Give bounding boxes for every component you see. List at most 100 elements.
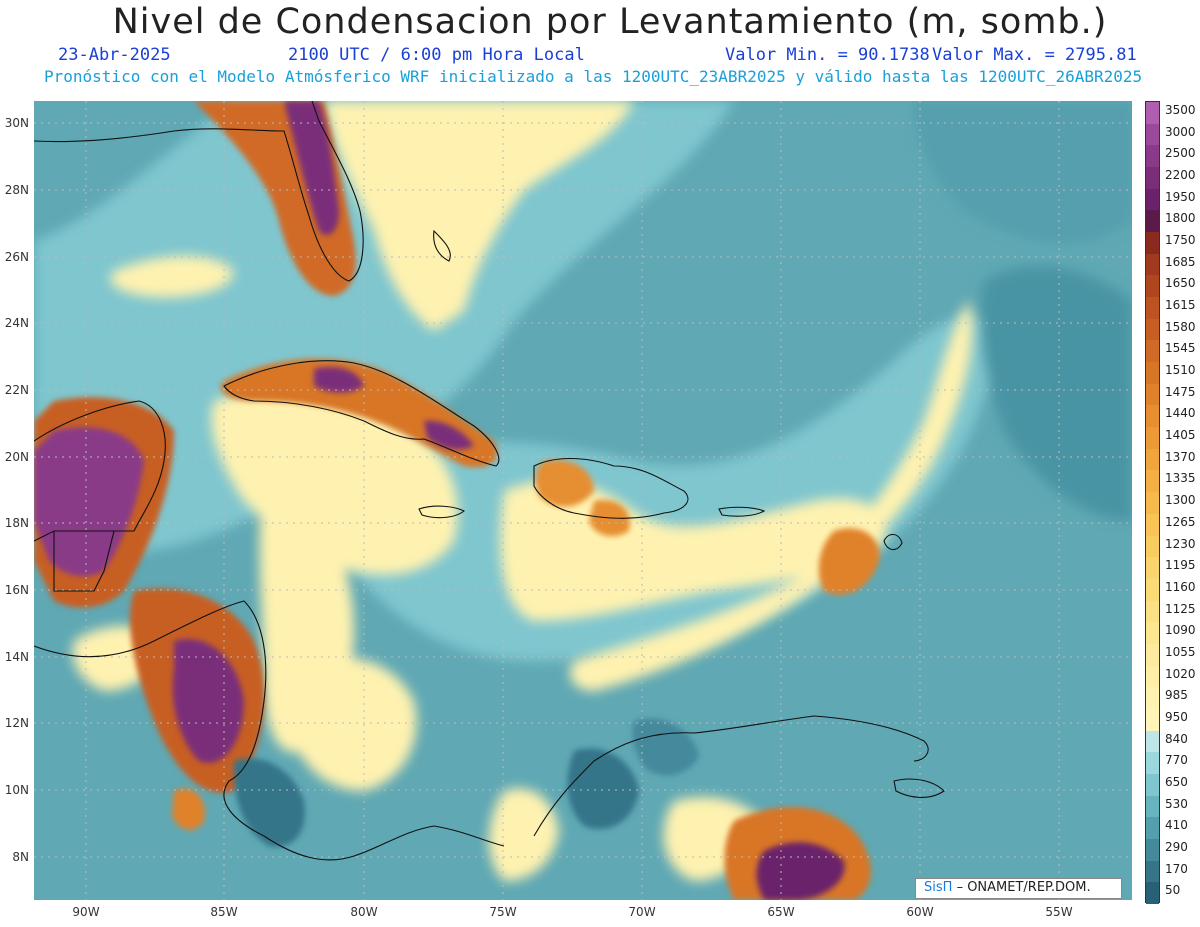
color-scale-label: 1370 xyxy=(1165,449,1196,464)
color-scale-label: 1650 xyxy=(1165,276,1196,291)
credit-org: – ONAMET/REP.DOM. xyxy=(956,880,1091,895)
lat-label-14n: 14N xyxy=(4,650,29,664)
color-scale-label: 2200 xyxy=(1165,168,1196,183)
belize-border xyxy=(53,530,115,592)
color-scale-segment xyxy=(1146,232,1159,255)
color-scale-label: 1405 xyxy=(1165,428,1196,443)
yellow-lcl-zone xyxy=(72,101,973,881)
color-scale-segment xyxy=(1146,210,1159,233)
color-scale-segment xyxy=(1146,838,1159,862)
color-scale-label: 1685 xyxy=(1165,254,1196,269)
lat-label-8n: 8N xyxy=(12,850,29,864)
lon-label-75w: 75W xyxy=(489,905,517,919)
color-scale-label: 1055 xyxy=(1165,644,1196,659)
color-scale-label: 1750 xyxy=(1165,233,1196,248)
color-scale-label: 2500 xyxy=(1165,146,1196,161)
lat-label-24n: 24N xyxy=(4,316,29,330)
color-scale-segment xyxy=(1146,795,1159,818)
color-scale-label: 1335 xyxy=(1165,471,1196,486)
color-scale-segment xyxy=(1146,817,1159,840)
color-scale-label: 3000 xyxy=(1165,124,1196,139)
color-scale-label: 1265 xyxy=(1165,514,1196,529)
color-scale-label: 840 xyxy=(1165,731,1188,746)
color-scale-segment xyxy=(1146,622,1159,645)
color-scale-label: 1020 xyxy=(1165,666,1196,681)
andros-coast xyxy=(433,229,451,262)
color-scale-segment xyxy=(1146,773,1159,797)
guadeloupe-coast xyxy=(883,533,903,551)
lat-label-22n: 22N xyxy=(4,383,29,397)
color-scale-segment xyxy=(1146,297,1159,320)
color-scale-segment xyxy=(1146,665,1159,688)
color-scale-label: 950 xyxy=(1165,709,1188,724)
jamaica-coast xyxy=(418,505,466,519)
trinidad-coast xyxy=(893,778,945,798)
color-scale-segment xyxy=(1146,600,1159,623)
puerto-rico-coast xyxy=(718,506,766,517)
color-scale-label: 1580 xyxy=(1165,319,1196,334)
color-scale-label: 1230 xyxy=(1165,536,1196,551)
color-scale-segment xyxy=(1146,383,1159,406)
lat-label-18n: 18N xyxy=(4,516,29,530)
south-america-coast xyxy=(533,715,929,837)
color-scale-label: 1160 xyxy=(1165,579,1196,594)
graticule xyxy=(34,101,1132,900)
color-scale-label: 985 xyxy=(1165,688,1188,703)
min-value: Valor Min. = 90.1738 xyxy=(725,45,930,65)
color-scale-label: 290 xyxy=(1165,839,1188,854)
lon-label-70w: 70W xyxy=(628,905,656,919)
color-scale-segment xyxy=(1146,405,1159,428)
lon-label-90w: 90W xyxy=(72,905,100,919)
color-scale-label: 1090 xyxy=(1165,623,1196,638)
coastlines xyxy=(34,101,945,861)
forecast-date: 23-Abr-2025 xyxy=(58,45,171,65)
color-scale-segment xyxy=(1146,167,1159,190)
color-scale-segment xyxy=(1146,470,1159,493)
color-scale-label: 3500 xyxy=(1165,103,1196,117)
lon-label-80w: 80W xyxy=(350,905,378,919)
florida-coast xyxy=(34,101,364,282)
lat-label-16n: 16N xyxy=(4,583,29,597)
color-scale xyxy=(1145,101,1160,905)
purple-lcl-zone xyxy=(34,101,845,900)
yucatan-coast xyxy=(34,400,166,542)
color-scale-segment xyxy=(1146,362,1159,385)
color-scale-label: 530 xyxy=(1165,796,1188,811)
color-scale-label: 650 xyxy=(1165,774,1188,789)
color-scale-label: 1950 xyxy=(1165,189,1196,204)
color-scale-label: 1510 xyxy=(1165,363,1196,378)
color-scale-segment xyxy=(1146,535,1159,558)
cuba-coast xyxy=(223,360,500,467)
color-scale-label: 50 xyxy=(1165,883,1181,898)
forecast-time: 2100 UTC / 6:00 pm Hora Local xyxy=(288,45,585,65)
color-scale-label: 1195 xyxy=(1165,558,1196,573)
color-scale-segment xyxy=(1146,102,1159,125)
hispaniola-coast xyxy=(533,457,689,519)
central-america-coast xyxy=(34,600,505,861)
color-scale-label: 1475 xyxy=(1165,384,1196,399)
color-scale-label: 1545 xyxy=(1165,341,1196,356)
color-scale-segment xyxy=(1146,730,1159,753)
lcl-field xyxy=(34,101,1132,900)
model-subtitle: Pronóstico con el Modelo Atmósferico WRF… xyxy=(44,67,1143,86)
sispi-logo: SisΠ xyxy=(924,880,953,895)
color-scale-segment xyxy=(1146,340,1159,363)
color-scale-segment xyxy=(1146,275,1159,298)
color-scale-segment xyxy=(1146,882,1159,905)
color-scale-segment xyxy=(1146,860,1159,883)
color-scale-segment xyxy=(1146,578,1159,602)
color-scale-label: 170 xyxy=(1165,861,1188,876)
lat-label-20n: 20N xyxy=(4,450,29,464)
color-scale-segment xyxy=(1146,687,1159,710)
color-scale-segment xyxy=(1146,123,1159,146)
color-scale-segment xyxy=(1146,145,1159,168)
lon-label-65w: 65W xyxy=(767,905,795,919)
color-scale-segment xyxy=(1146,188,1159,211)
credit-box: SisΠ – ONAMET/REP.DOM. xyxy=(915,878,1122,899)
map-title: Nivel de Condensacion por Levantamiento … xyxy=(112,2,1108,42)
color-scale-label: 770 xyxy=(1165,753,1188,768)
color-scale-segment xyxy=(1146,318,1159,341)
lat-label-12n: 12N xyxy=(4,716,29,730)
color-scale-segment xyxy=(1146,427,1159,450)
lat-label-28n: 28N xyxy=(4,183,29,197)
